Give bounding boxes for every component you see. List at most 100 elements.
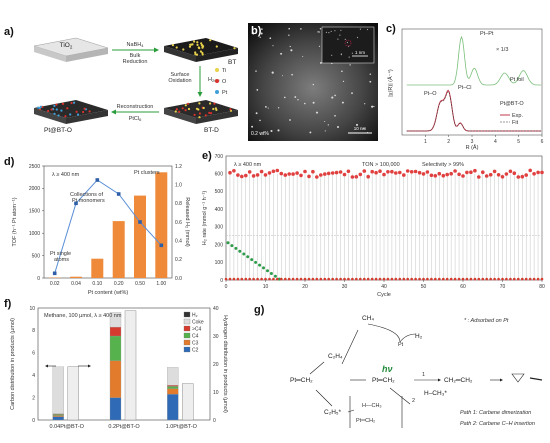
svg-text:atoms: atoms: [54, 257, 69, 263]
pt-atom-dot: [272, 45, 273, 46]
point-red: [299, 174, 303, 178]
point-baseline: [489, 278, 492, 281]
point-baseline: [414, 278, 417, 281]
pt-atom-dot: [277, 129, 279, 131]
y-tick-label: 10: [29, 306, 35, 312]
x-tick-label: 0.04: [71, 281, 81, 287]
pt-atom-dot: [349, 64, 350, 65]
svg-text:Selectivity > 99%: Selectivity > 99%: [422, 162, 464, 168]
pt-atom-dot: [289, 119, 291, 121]
pt-atom-dot: [256, 89, 258, 91]
svg-text:× 1/3: × 1/3: [496, 47, 508, 53]
atom-dot: [185, 104, 187, 106]
y-tick-label: 500: [32, 253, 41, 259]
point-red: [311, 170, 315, 174]
x-tick-label: 0.02: [50, 281, 60, 287]
point-baseline: [268, 278, 271, 281]
y2-tick-label: 10: [213, 390, 219, 396]
point-baseline: [466, 278, 469, 281]
point-red: [414, 170, 418, 174]
bar: [91, 259, 103, 278]
y-tick-label: 6: [32, 351, 35, 357]
pt-atom-dot: [313, 84, 314, 85]
point-red: [398, 171, 402, 175]
inset-dot: [347, 42, 348, 43]
svg-text:Path 1: Carbene dimerization: Path 1: Carbene dimerization: [460, 410, 531, 416]
svg-text:Pt–O: Pt–O: [424, 91, 437, 97]
point-baseline: [406, 278, 409, 281]
point-green: [258, 264, 261, 267]
panel-g-label: g): [254, 304, 264, 316]
atom-dot: [233, 47, 235, 49]
point-red: [461, 174, 465, 178]
atom-dot: [47, 110, 49, 112]
svg-text:PtCl6: PtCl6: [129, 116, 142, 122]
point-red: [315, 175, 319, 179]
x-tick-label: 1.00: [156, 281, 166, 287]
legend-label: C2: [192, 348, 199, 354]
atom-dot: [194, 114, 196, 116]
point-red: [268, 171, 272, 175]
pt-atom-dot: [268, 108, 269, 109]
svg-text:Pt@BT-O: Pt@BT-O: [500, 101, 524, 107]
bar-segment: [110, 336, 121, 361]
point-baseline: [537, 278, 540, 281]
svg-text:Pt–Pt: Pt–Pt: [480, 31, 494, 37]
legend-swatch: [184, 340, 190, 345]
atom-dot: [76, 111, 78, 113]
point-red: [280, 172, 284, 176]
pt-atom-dot: [331, 97, 333, 99]
pt-atom-dot: [364, 103, 365, 104]
atom-dot: [53, 105, 55, 107]
point-baseline: [296, 278, 299, 281]
point-green: [242, 253, 245, 256]
svg-text:Oxidation: Oxidation: [168, 78, 191, 84]
pt-atom-dot: [288, 28, 290, 30]
point-baseline: [379, 278, 382, 281]
atom-dot: [210, 112, 212, 114]
pt-atom-dot: [290, 49, 292, 51]
pt-atom-dot: [325, 130, 326, 131]
panel-e-label: e): [202, 150, 212, 162]
group-label: 1.0Pt@BT-O: [166, 424, 198, 430]
bar-segment: [167, 389, 178, 395]
point-green: [254, 261, 257, 264]
atom-dot: [62, 103, 64, 105]
point-baseline: [529, 278, 532, 281]
point-red: [410, 170, 414, 174]
inset-dot: [357, 37, 358, 38]
point-baseline: [438, 278, 441, 281]
pt-atom-dot: [284, 97, 286, 99]
panel-g: CH₄ H₂ Pt * : Adsorbed on Pt C₂H₄ hν Pt═…: [250, 300, 548, 436]
arrow-bulk-reduction: NaBH4 Bulk Reduction: [112, 42, 159, 65]
atom-dot: [55, 104, 57, 106]
x-tick-label: 0.20: [114, 281, 124, 287]
point-baseline: [513, 278, 516, 281]
legend-swatch: [184, 312, 190, 317]
svg-text:Pt foil: Pt foil: [510, 77, 524, 83]
point-red: [426, 170, 430, 174]
y2-tick-label: 0.4: [175, 238, 182, 244]
pt-atom-dot: [343, 81, 344, 82]
pt-atom-dot: [320, 28, 321, 29]
pt-atom-dot: [251, 126, 253, 128]
svg-text:CH₂═CH₂: CH₂═CH₂: [444, 377, 473, 384]
point-red: [532, 172, 536, 176]
point-red: [481, 170, 485, 174]
atom-dot: [209, 39, 211, 41]
y-tick-label: 0: [37, 276, 40, 282]
bar-segment: [110, 361, 121, 398]
atom-dot: [71, 102, 73, 104]
point-red: [394, 171, 398, 175]
y2-tick-label: 0: [213, 418, 216, 424]
point-red: [524, 173, 528, 177]
point-baseline: [375, 278, 378, 281]
synthesis-scheme: TiO2 BT NaBH4 Bulk Reduction: [4, 24, 242, 144]
point-baseline: [284, 278, 287, 281]
pt-atom-dot: [302, 56, 303, 57]
point-baseline: [454, 278, 457, 281]
point-baseline: [493, 278, 496, 281]
point-red: [256, 173, 260, 177]
